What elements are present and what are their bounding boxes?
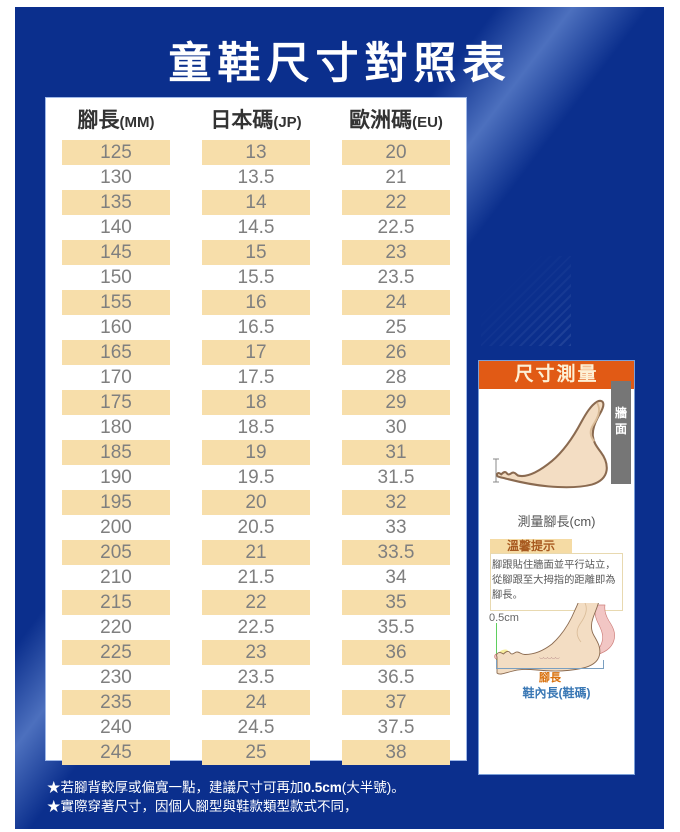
svg-text:牆: 牆: [615, 405, 627, 420]
svg-text:面: 面: [615, 422, 627, 436]
